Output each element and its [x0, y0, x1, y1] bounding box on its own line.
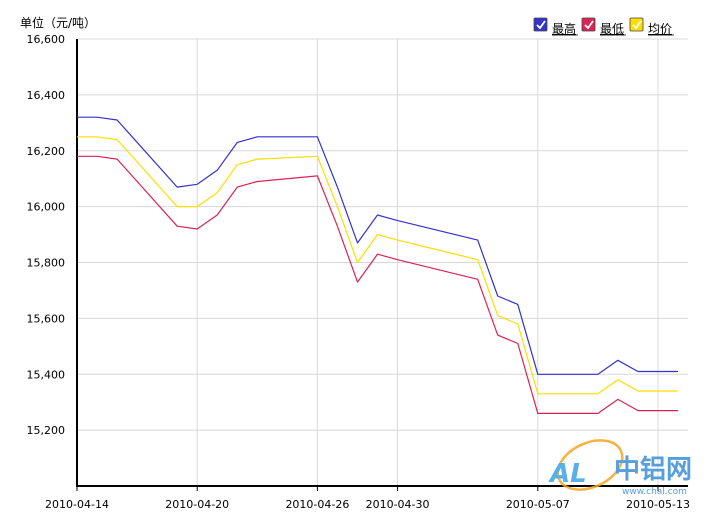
legend-label: 最低	[600, 22, 624, 36]
legend-checkbox[interactable]	[629, 17, 644, 32]
legend-item-2[interactable]: 最低	[581, 17, 626, 36]
legend-label: 均价	[648, 22, 672, 36]
check-icon	[632, 20, 642, 30]
legend-item-1[interactable]: 最高	[533, 17, 578, 36]
series-line-2	[77, 155, 678, 414]
y-tick-label: 16,000	[27, 201, 66, 214]
series-line-1	[77, 116, 678, 375]
x-tick-label: 2010-04-26	[285, 498, 349, 511]
y-tick-label: 15,600	[27, 312, 66, 325]
watermark-logo-letters: AL	[548, 459, 587, 489]
legend-checkbox[interactable]	[533, 17, 548, 32]
check-icon	[584, 20, 594, 30]
y-tick-label: 15,200	[27, 424, 66, 437]
y-tick-label: 16,600	[27, 33, 66, 46]
legend-item-3[interactable]: 均价	[629, 17, 674, 36]
x-tick-labels: 2010-04-14 2010-04-20 2010-04-26 2010-04-30…	[45, 498, 690, 511]
axes	[76, 39, 688, 487]
x-tick-label: 2010-04-30	[366, 498, 430, 511]
x-tick-label: 2010-05-13	[626, 498, 690, 511]
check-icon	[536, 20, 546, 30]
legend-checkbox[interactable]	[581, 17, 596, 32]
y-tick-label: 16,200	[27, 145, 66, 158]
watermark-url: www.chal.com	[622, 487, 687, 497]
y-tick-labels: 15,200 15,400 15,600 15,800 16,000 16,200 16,4…	[27, 33, 66, 437]
y-tick-label: 15,800	[27, 257, 66, 270]
x-tick-label: 2010-05-07	[506, 498, 570, 511]
legend-label: 最高	[552, 21, 576, 36]
grid	[76, 38, 688, 491]
y-tick-label: 16,400	[27, 89, 66, 102]
series-line-3	[77, 136, 678, 395]
series-lines	[77, 116, 678, 414]
x-tick-label: 2010-04-14	[45, 498, 109, 511]
unit-label: 单位（元/吨）	[20, 15, 96, 30]
chalco-watermark-logo: AL 中铝网 www.chal.com	[548, 439, 692, 497]
watermark-brand: 中铝网	[614, 455, 692, 485]
y-tick-label: 15,400	[27, 368, 66, 381]
x-tick-label: 2010-04-20	[165, 498, 229, 511]
legend: 最高 最低 均价	[533, 17, 674, 36]
